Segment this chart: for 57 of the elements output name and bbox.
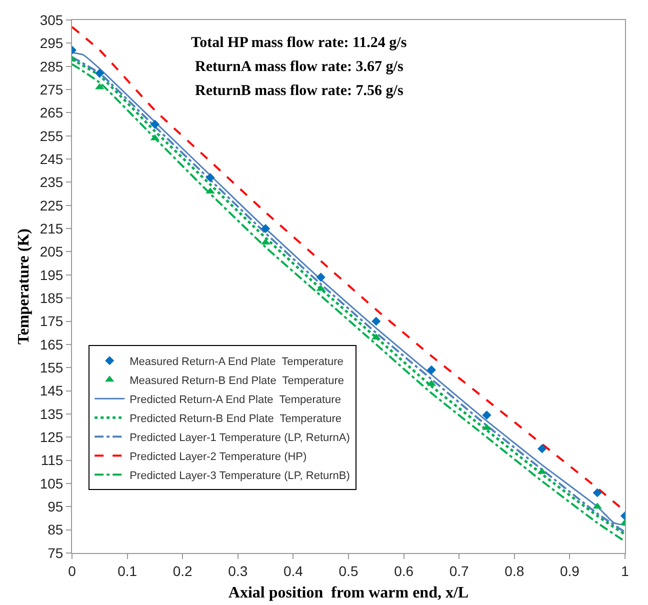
annotation: ReturnB mass flow rate: 7.56 g/s (195, 83, 404, 99)
y-tick-label: 75 (48, 544, 64, 561)
y-tick-label: 265 (40, 104, 64, 121)
y-tick-label: 275 (40, 81, 64, 98)
y-tick-label: 285 (40, 58, 64, 74)
legend-label: Predicted Layer-1 Temperature (LP, ReturnA) (130, 432, 350, 444)
y-tick-label: 255 (40, 128, 64, 144)
x-tick-label: 0.5 (338, 562, 358, 579)
x-tick-label: 0 (68, 562, 76, 579)
point (206, 173, 215, 182)
y-tick-label: 205 (40, 244, 64, 260)
legend-label: Measured Return-B End Plate Temperature (130, 374, 344, 387)
y-tick-label: 125 (40, 429, 64, 446)
y-tick-label: 145 (40, 382, 64, 399)
point (372, 316, 381, 326)
legend-label: Measured Return-A End Plate Temperature (130, 356, 344, 368)
y-tick-label: 185 (40, 290, 64, 306)
point (95, 68, 104, 78)
x-tick-label: 0.9 (560, 562, 580, 579)
legend-label: Predicted Return-A End Plate Temperature (130, 394, 341, 406)
y-axis-title: Temperature (K) (16, 228, 33, 344)
x-tick-label: 0.3 (228, 562, 248, 579)
y-tick-label: 165 (40, 336, 64, 352)
y-tick-label: 85 (48, 522, 64, 538)
point (592, 488, 602, 498)
x-tick-label: 0.8 (504, 562, 524, 579)
point (150, 120, 160, 129)
x-tick-label: 0.2 (172, 562, 193, 579)
legend-label: Predicted Return-B End Plate Temperature (130, 412, 342, 425)
y-tick-label: 95 (48, 498, 64, 515)
y-tick-label: 215 (40, 220, 64, 236)
y-tick-label: 245 (40, 150, 64, 167)
y-tick-label: 155 (40, 360, 64, 376)
x-axis-title: Axial position from warm end, x/L (228, 584, 469, 602)
y-tick-label: 135 (40, 406, 64, 422)
point (426, 365, 436, 374)
y-tick-label: 195 (40, 266, 64, 283)
x-tick-label: 0.7 (449, 562, 470, 579)
x-tick-label: 0.6 (394, 562, 414, 579)
y-tick-label: 225 (40, 197, 64, 214)
point (538, 444, 547, 454)
y-tick-label: 305 (40, 12, 64, 28)
legend-label: Predicted Layer-2 Temperature (HP) (130, 450, 307, 463)
point (316, 272, 326, 282)
x-tick-label: 0.1 (118, 562, 138, 579)
y-tick-label: 115 (40, 452, 64, 468)
annotation: Total HP mass flow rate: 11.24 g/s (191, 35, 407, 51)
x-tick-label: 1 (621, 562, 630, 579)
y-tick-label: 235 (40, 174, 64, 190)
annotation: ReturnA mass flow rate: 3.67 g/s (195, 59, 404, 75)
y-tick-label: 295 (40, 35, 64, 52)
x-tick-label: 0.4 (283, 562, 304, 579)
y-tick-label: 105 (40, 475, 64, 492)
y-tick-label: 175 (40, 313, 64, 330)
point (482, 410, 492, 420)
legend-label: Predicted Layer-3 Temperature (LP, ReturnB) (130, 470, 350, 482)
point (261, 224, 270, 234)
